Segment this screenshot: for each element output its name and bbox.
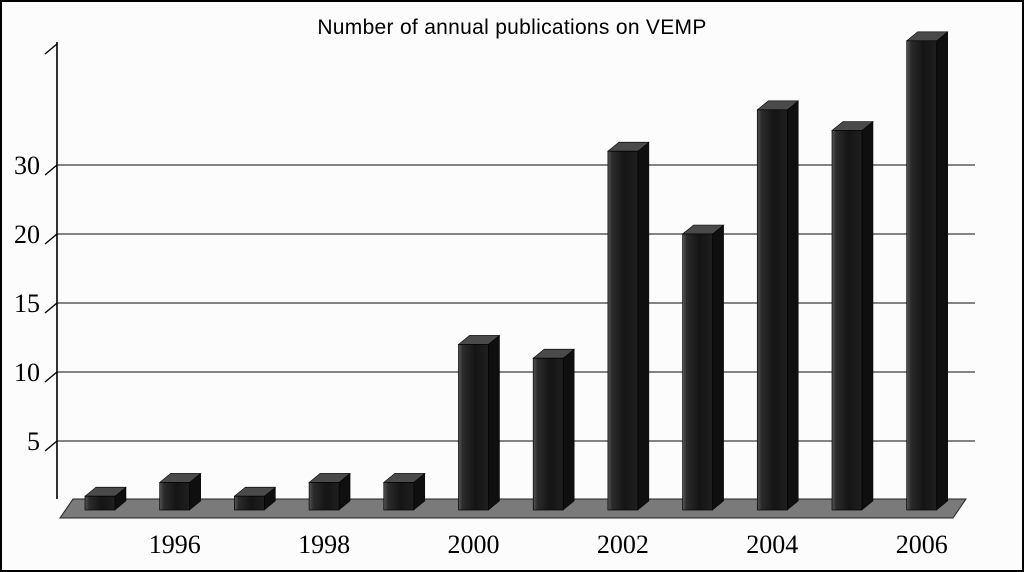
bar-side-face [861,120,874,511]
bar-side-face [936,31,948,511]
x-tick-label-2004: 2004 [746,530,798,559]
x-tick-label-2006: 2006 [896,530,948,559]
bar-1995 [84,486,127,511]
y-tick-20 [44,233,58,245]
bar-1996 [158,472,202,511]
bar-front-face [159,482,191,511]
bar-2002 [607,141,650,511]
y-tick-label-15: 15 [14,289,40,318]
bar-front-face [831,130,863,511]
y-tick-10 [44,371,58,383]
bar-front-face [682,233,713,511]
y-axis-top-tick [44,43,58,55]
y-tick-label-10: 10 [14,358,40,387]
bar-2005 [831,120,874,511]
y-tick-30 [44,164,58,176]
bar-front-face [458,344,489,511]
x-tick-label-2000: 2000 [448,530,500,559]
y-tick-5 [44,440,58,452]
x-tick-label-1998: 1998 [298,530,350,559]
bar-2004 [756,100,800,511]
chart-title: Number of annual publications on VEMP [317,16,707,39]
bar-side-face [637,141,650,511]
y-tick-label-30: 30 [14,151,40,180]
bar-front-face [532,357,564,511]
bar-1997 [233,486,277,511]
bar-front-face [308,482,340,511]
chart-floor [59,498,967,519]
bar-side-face [488,334,500,511]
bar-2001 [532,348,576,511]
bar-2000 [457,334,501,511]
bar-front-face [906,40,938,511]
bar-front-face [607,150,639,511]
bar-1999 [382,472,426,511]
y-tick-label-20: 20 [14,220,40,249]
bar-front-face [756,109,788,511]
bar-side-face [562,348,575,511]
bar-2003 [681,224,725,511]
bar-2006 [905,31,949,511]
bar-1998 [308,472,351,511]
bar-front-face [84,495,116,511]
bar-front-face [383,482,415,511]
bar-side-face [787,100,799,511]
x-tick-label-1996: 1996 [149,530,201,559]
y-tick-label-5: 5 [27,427,40,456]
x-tick-label-2002: 2002 [597,530,649,559]
bar-side-face [712,224,724,511]
y-tick-15 [44,302,58,314]
bar-front-face [234,495,265,511]
